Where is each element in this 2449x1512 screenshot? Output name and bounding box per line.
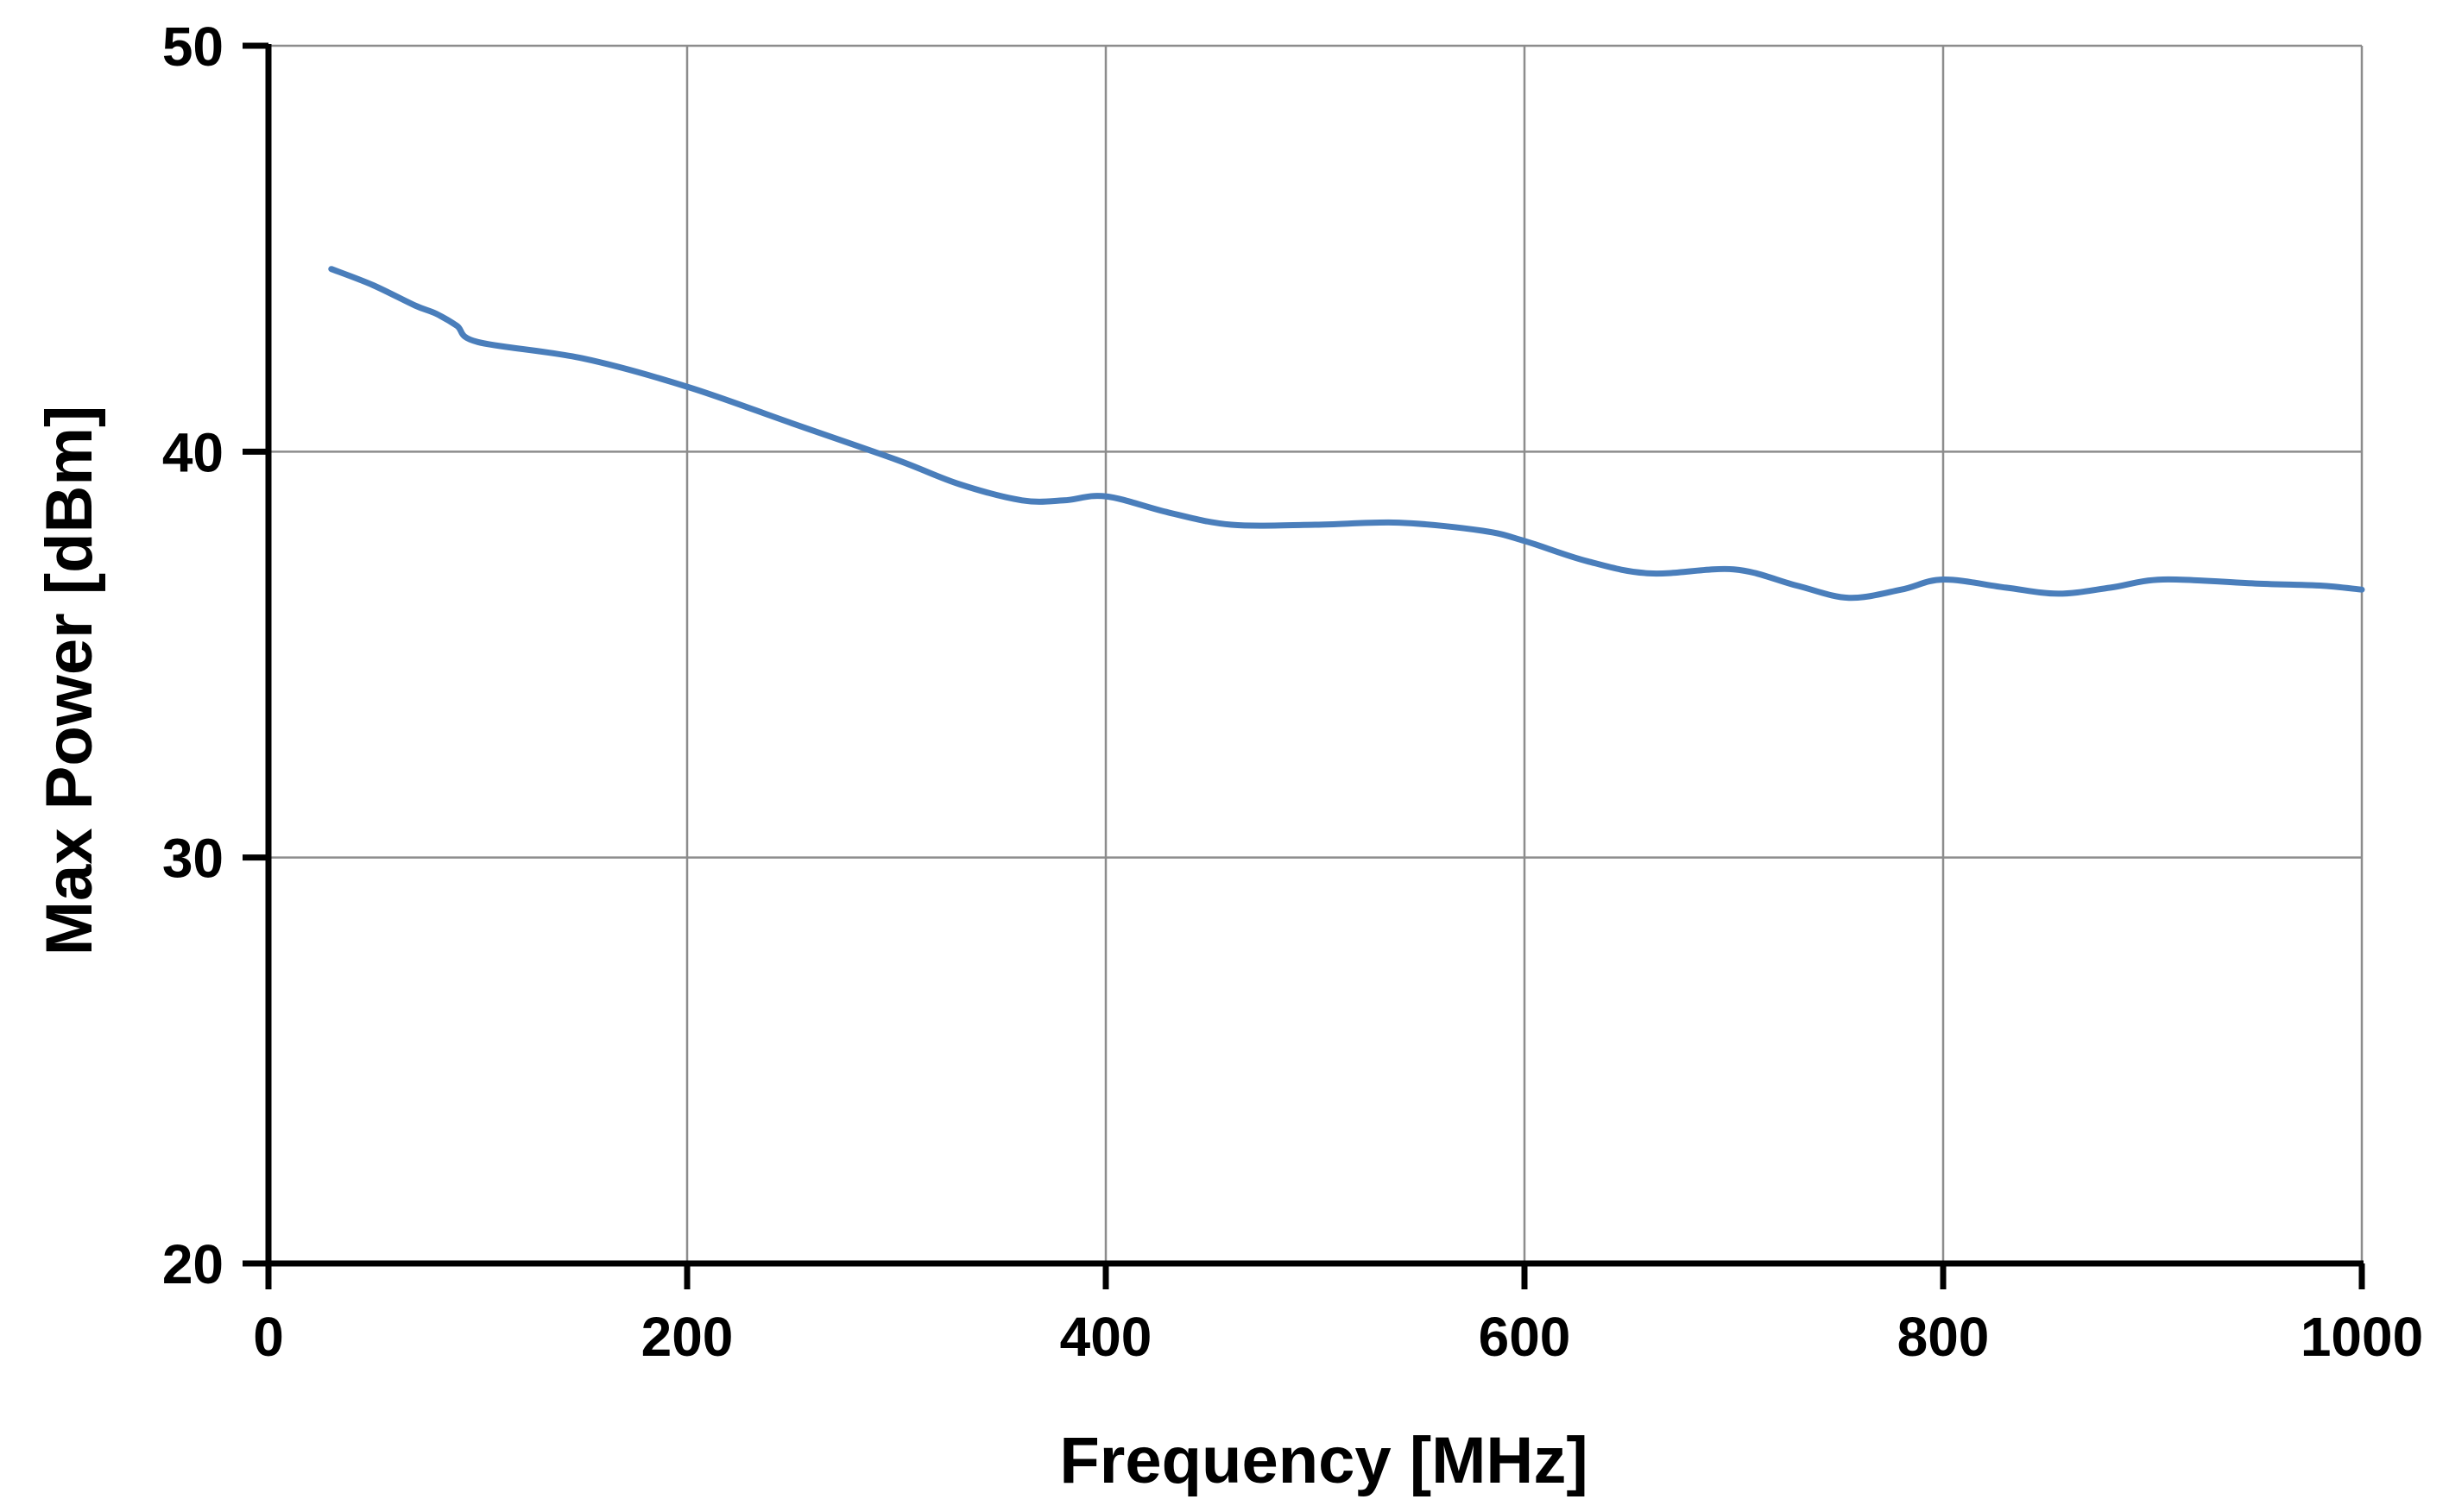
x-tick-label: 400 [1060, 1306, 1152, 1368]
x-tick-label: 0 [253, 1306, 284, 1368]
series-line [328, 266, 2365, 602]
y-tick-label: 30 [162, 828, 224, 890]
tick-labels: 20 30 40 50 0 200 400 600 800 1000 [162, 16, 2423, 1368]
gridlines [268, 44, 2364, 1263]
y-axis-title: Max Power [dBm] [33, 406, 106, 956]
x-tick-label: 600 [1479, 1306, 1571, 1368]
axes [265, 44, 2364, 1267]
x-axis-title: Frequency [MHz] [1059, 1424, 1587, 1497]
tick-marks [243, 42, 2365, 1289]
x-tick-label: 1000 [2301, 1306, 2423, 1368]
x-tick-label: 200 [641, 1306, 734, 1368]
y-tick-label: 20 [162, 1233, 224, 1295]
series-layer [328, 266, 2365, 602]
x-tick-label: 800 [1897, 1306, 1990, 1368]
y-tick-label: 50 [162, 16, 224, 78]
y-tick-label: 40 [162, 421, 224, 483]
